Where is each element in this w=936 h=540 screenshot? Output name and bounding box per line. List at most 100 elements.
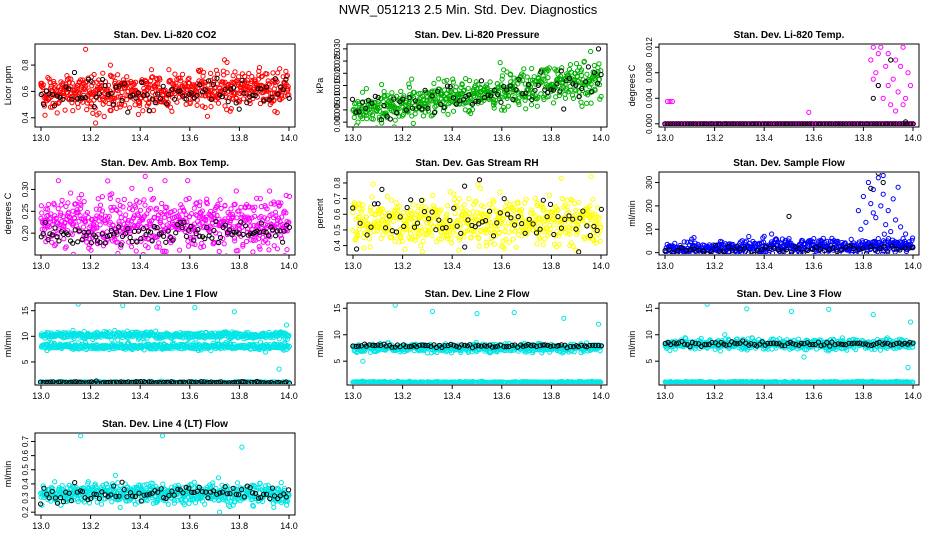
data-point — [83, 46, 89, 52]
data-point — [729, 248, 735, 254]
data-point — [581, 58, 588, 65]
data-point — [175, 88, 181, 94]
series-main — [350, 48, 604, 126]
data-point — [108, 228, 115, 234]
data-point — [548, 87, 554, 93]
data-point — [274, 246, 280, 252]
data-point — [238, 204, 244, 210]
data-point — [510, 96, 516, 103]
data-point — [410, 120, 416, 126]
data-point — [532, 87, 538, 93]
data-point — [591, 70, 598, 76]
data-point — [452, 210, 458, 216]
data-point — [481, 97, 487, 104]
data-point — [169, 209, 175, 215]
data-point — [554, 81, 560, 87]
data-point — [444, 83, 451, 89]
data-point — [835, 121, 841, 126]
data-point — [579, 85, 585, 92]
data-point — [588, 174, 594, 180]
data-point — [273, 233, 279, 239]
data-point — [566, 209, 572, 215]
data-point — [555, 207, 561, 213]
x-tick-label: 13.2 — [394, 133, 412, 143]
data-point — [493, 222, 499, 228]
panel-title: Stan. Dev. Gas Stream RH — [415, 158, 538, 169]
data-point — [868, 201, 874, 207]
data-point — [232, 69, 238, 75]
data-point — [90, 110, 96, 116]
data-point — [849, 121, 855, 126]
data-point — [365, 230, 371, 236]
data-point — [473, 98, 479, 104]
series-main — [38, 46, 292, 132]
data-point — [249, 215, 255, 221]
data-point — [796, 246, 802, 252]
data-point — [443, 225, 449, 231]
data-point — [580, 208, 586, 214]
data-point — [870, 76, 876, 82]
data-point — [506, 229, 512, 235]
data-point — [429, 233, 435, 239]
data-point — [42, 112, 48, 118]
data-point — [542, 236, 548, 242]
data-point — [503, 236, 509, 242]
data-point — [84, 107, 90, 113]
data-point — [252, 213, 258, 219]
panel-title: Stan. Dev. Li-820 Pressure — [415, 30, 540, 41]
data-point — [387, 116, 393, 122]
data-point — [45, 75, 51, 81]
data-point — [425, 103, 431, 109]
data-point — [243, 91, 249, 97]
data-point — [363, 214, 370, 220]
data-point — [494, 220, 500, 226]
data-point — [84, 239, 90, 245]
data-point — [818, 121, 824, 126]
data-point — [208, 128, 212, 132]
x-tick-label: 13.4 — [131, 261, 149, 271]
data-point — [806, 109, 812, 115]
data-point — [349, 96, 356, 102]
data-point — [544, 214, 550, 220]
data-point — [369, 194, 375, 200]
data-point — [592, 211, 598, 217]
data-point — [276, 366, 282, 372]
x-tick-label: 13.6 — [181, 391, 199, 401]
data-point — [454, 223, 460, 229]
data-point — [690, 121, 696, 126]
points-layer — [350, 174, 605, 254]
data-point — [900, 45, 906, 50]
data-point — [197, 233, 203, 239]
data-point — [846, 121, 852, 126]
data-point — [377, 206, 383, 212]
data-point — [573, 226, 579, 232]
data-point — [570, 95, 577, 102]
data-point — [239, 77, 245, 83]
data-point — [127, 105, 133, 111]
data-point — [121, 81, 128, 87]
data-point — [570, 244, 576, 250]
data-point — [113, 207, 119, 213]
data-point — [176, 214, 182, 220]
data-point — [885, 51, 891, 57]
data-point — [708, 252, 714, 254]
data-point — [877, 246, 883, 252]
data-point — [759, 121, 766, 126]
data-point — [257, 100, 263, 107]
data-point — [161, 233, 167, 239]
data-point — [156, 240, 162, 246]
x-tick-label: 14.0 — [280, 391, 298, 401]
y-tick-label: 5 — [21, 359, 30, 364]
data-point — [217, 197, 223, 203]
data-point — [513, 244, 519, 250]
data-point — [356, 109, 362, 115]
data-point — [163, 239, 169, 245]
data-point — [97, 202, 104, 208]
data-point — [575, 221, 581, 227]
data-point — [547, 226, 553, 232]
data-point — [851, 121, 858, 126]
data-point — [541, 229, 547, 235]
data-point — [761, 233, 767, 239]
data-point — [280, 87, 286, 93]
